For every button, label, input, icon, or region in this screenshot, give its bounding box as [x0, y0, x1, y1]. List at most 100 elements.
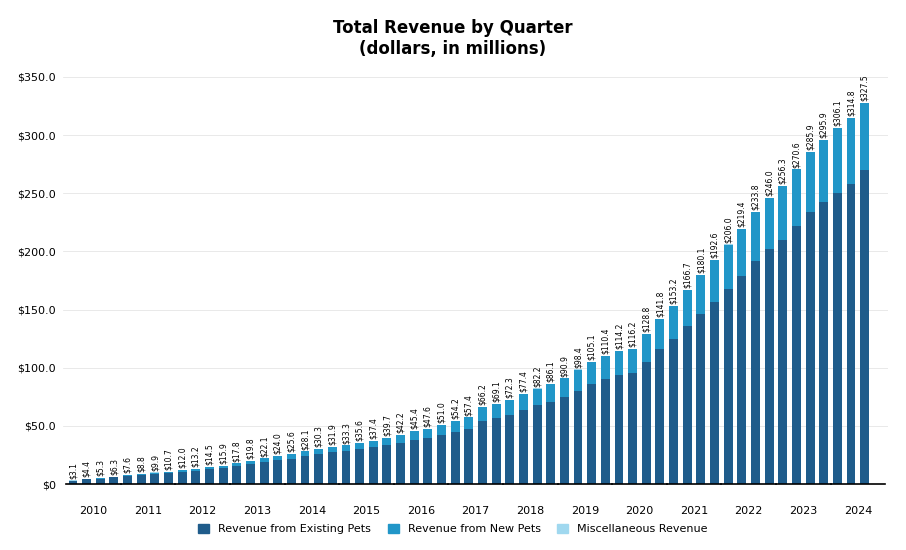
Bar [164, 472, 173, 473]
Bar [410, 440, 419, 484]
Bar [382, 438, 391, 446]
Legend: Revenue from Existing Pets, Revenue from New Pets, Miscellaneous Revenue: Revenue from Existing Pets, Revenue from… [194, 520, 712, 539]
Bar [519, 394, 528, 410]
Text: $306.1: $306.1 [833, 100, 842, 126]
Text: $90.9: $90.9 [560, 355, 569, 377]
Text: 2016: 2016 [407, 507, 435, 516]
Bar [246, 461, 255, 464]
Bar [191, 471, 200, 484]
Bar [150, 474, 159, 484]
Text: $45.4: $45.4 [410, 408, 419, 430]
Bar [287, 459, 296, 484]
Text: $13.2: $13.2 [191, 446, 200, 467]
Text: $166.7: $166.7 [683, 262, 691, 288]
Bar [260, 458, 268, 462]
Text: $206.0: $206.0 [724, 216, 733, 243]
Text: $246.0: $246.0 [765, 169, 774, 196]
Bar [683, 290, 691, 326]
Bar [232, 466, 241, 484]
Text: 2015: 2015 [352, 507, 381, 516]
Bar [396, 443, 405, 484]
Bar [710, 260, 719, 302]
Text: $31.9: $31.9 [328, 424, 337, 445]
Bar [697, 314, 705, 484]
Bar [191, 469, 200, 471]
Text: 2014: 2014 [298, 507, 326, 516]
Bar [628, 349, 637, 373]
Bar [123, 476, 132, 484]
Bar [546, 384, 555, 402]
Text: 2020: 2020 [625, 507, 653, 516]
Bar [737, 229, 747, 276]
Bar [465, 417, 473, 429]
Bar [205, 469, 214, 484]
Text: $105.1: $105.1 [587, 333, 596, 360]
Text: 2010: 2010 [80, 507, 108, 516]
Bar [218, 468, 227, 484]
Text: 2012: 2012 [188, 507, 217, 516]
Bar [833, 193, 842, 484]
Text: $42.2: $42.2 [396, 411, 405, 433]
Bar [342, 451, 351, 484]
Text: $15.9: $15.9 [218, 442, 227, 464]
Bar [478, 407, 487, 421]
Bar [437, 434, 446, 484]
Bar [396, 435, 405, 443]
Bar [641, 361, 651, 484]
Text: $141.8: $141.8 [655, 291, 664, 317]
Text: 2018: 2018 [516, 507, 545, 516]
Bar [737, 276, 747, 484]
Bar [573, 390, 583, 484]
Text: $3.1: $3.1 [69, 462, 78, 478]
Text: $110.4: $110.4 [601, 327, 610, 354]
Text: $30.3: $30.3 [314, 425, 323, 447]
Bar [724, 245, 733, 289]
Bar [670, 339, 678, 484]
Text: $69.1: $69.1 [492, 380, 501, 402]
Text: $47.6: $47.6 [423, 405, 432, 427]
Bar [301, 456, 310, 484]
Text: $233.8: $233.8 [751, 184, 760, 211]
Text: Total Revenue by Quarter
(dollars, in millions): Total Revenue by Quarter (dollars, in mi… [333, 19, 573, 58]
Bar [683, 326, 691, 484]
Bar [628, 373, 637, 484]
Bar [846, 118, 855, 184]
Text: $25.6: $25.6 [287, 431, 296, 453]
Text: $180.1: $180.1 [697, 246, 706, 273]
Bar [655, 349, 664, 484]
Bar [697, 274, 705, 314]
Bar [506, 415, 515, 484]
Bar [110, 477, 119, 484]
Bar [587, 384, 596, 484]
Text: 2022: 2022 [735, 507, 763, 516]
Text: $24.0: $24.0 [274, 433, 283, 454]
Bar [369, 441, 378, 447]
Text: $51.0: $51.0 [437, 401, 446, 423]
Bar [751, 212, 760, 261]
Bar [423, 429, 432, 438]
Text: $6.3: $6.3 [110, 458, 119, 475]
Bar [314, 454, 323, 484]
Text: $116.2: $116.2 [628, 321, 637, 347]
Bar [614, 376, 623, 484]
Bar [69, 481, 77, 484]
Bar [82, 480, 92, 484]
Bar [218, 466, 227, 468]
Bar [437, 425, 446, 435]
Text: $12.0: $12.0 [178, 447, 187, 468]
Bar [328, 453, 337, 484]
Bar [670, 306, 678, 339]
Bar [765, 198, 774, 249]
Bar [765, 249, 774, 484]
Bar [710, 302, 719, 484]
Text: $295.9: $295.9 [819, 112, 828, 138]
Text: $37.4: $37.4 [369, 417, 378, 439]
Text: $4.4: $4.4 [82, 460, 92, 477]
Bar [792, 227, 801, 484]
Text: 2021: 2021 [680, 507, 708, 516]
Bar [655, 319, 664, 349]
Text: $192.6: $192.6 [710, 232, 719, 258]
Bar [232, 464, 241, 466]
Bar [560, 397, 569, 484]
Bar [478, 421, 487, 484]
